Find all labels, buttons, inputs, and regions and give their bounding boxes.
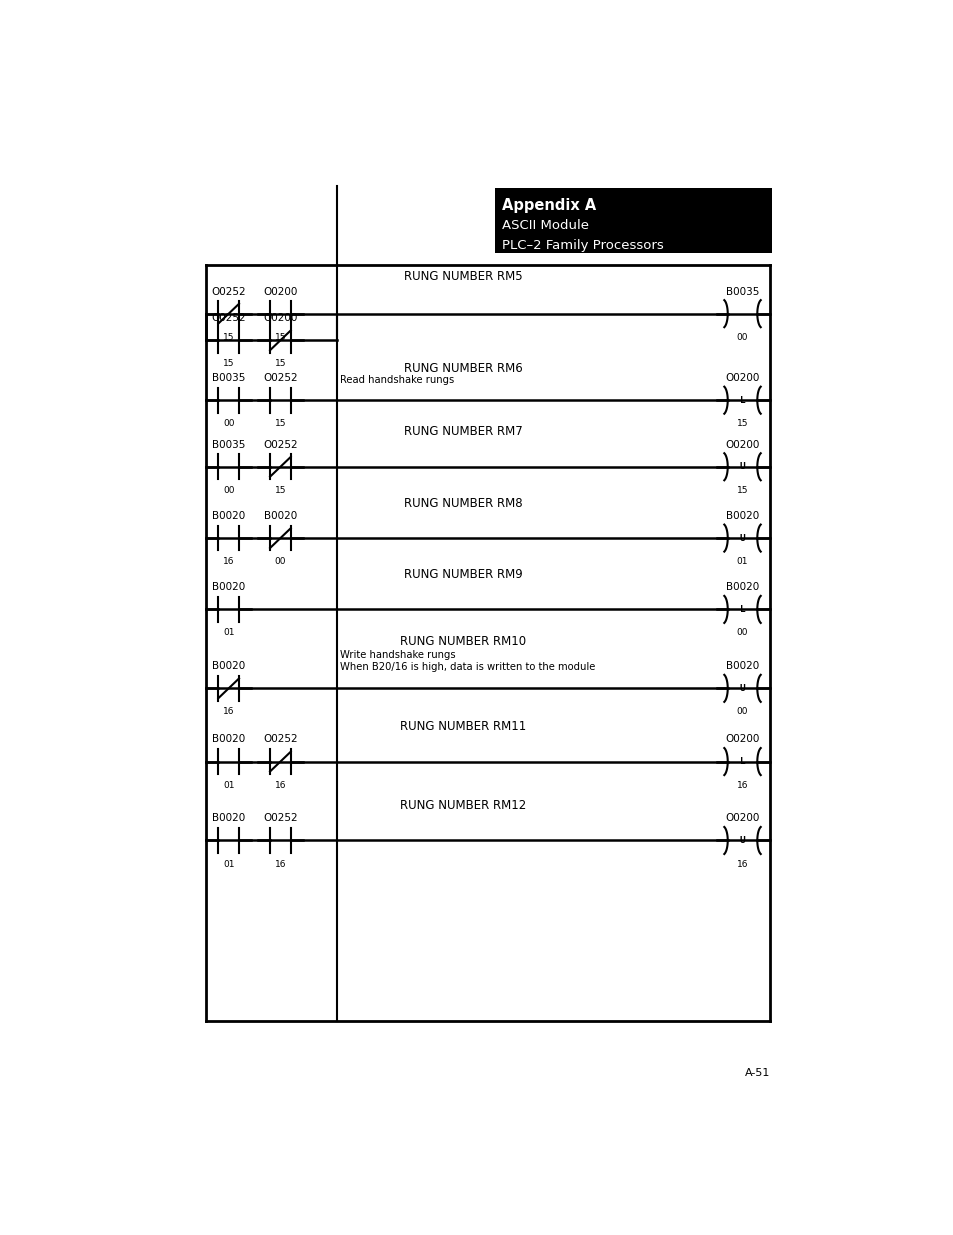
Text: L: L xyxy=(739,757,744,766)
Text: 01: 01 xyxy=(736,557,747,566)
Text: RUNG NUMBER RM5: RUNG NUMBER RM5 xyxy=(403,270,522,283)
Text: B0020: B0020 xyxy=(264,511,296,521)
Text: Read handshake rungs: Read handshake rungs xyxy=(339,375,454,385)
Text: O0252: O0252 xyxy=(263,735,297,745)
Text: B0035: B0035 xyxy=(212,440,245,450)
Text: 00: 00 xyxy=(223,419,234,429)
Text: B0020: B0020 xyxy=(212,511,245,521)
Text: RUNG NUMBER RM11: RUNG NUMBER RM11 xyxy=(399,720,526,734)
Text: 00: 00 xyxy=(736,708,747,716)
Text: 00: 00 xyxy=(223,485,234,495)
Text: B0020: B0020 xyxy=(212,814,245,824)
Text: 01: 01 xyxy=(223,629,234,637)
Text: O0252: O0252 xyxy=(263,814,297,824)
Text: 15: 15 xyxy=(223,359,234,368)
Text: 16: 16 xyxy=(736,781,747,789)
Text: When B20/16 is high, data is written to the module: When B20/16 is high, data is written to … xyxy=(339,662,595,672)
Text: 15: 15 xyxy=(274,485,286,495)
Text: RUNG NUMBER RM6: RUNG NUMBER RM6 xyxy=(403,362,522,374)
Text: 16: 16 xyxy=(274,781,286,789)
Text: B0035: B0035 xyxy=(212,373,245,383)
Text: O0252: O0252 xyxy=(263,373,297,383)
Text: 15: 15 xyxy=(736,419,747,429)
Text: O0252: O0252 xyxy=(212,287,246,296)
Text: L: L xyxy=(739,605,744,614)
Text: RUNG NUMBER RM10: RUNG NUMBER RM10 xyxy=(399,635,525,648)
Text: L: L xyxy=(739,395,744,405)
Bar xyxy=(495,188,771,253)
Text: RUNG NUMBER RM7: RUNG NUMBER RM7 xyxy=(403,425,522,438)
Text: Write handshake rungs: Write handshake rungs xyxy=(339,650,455,659)
Text: O0200: O0200 xyxy=(724,373,759,383)
Text: 15: 15 xyxy=(736,485,747,495)
Text: B0020: B0020 xyxy=(725,511,759,521)
Text: O0200: O0200 xyxy=(263,287,297,296)
Text: 00: 00 xyxy=(736,332,747,342)
Text: O0200: O0200 xyxy=(724,735,759,745)
Text: O0252: O0252 xyxy=(212,314,246,324)
Text: RUNG NUMBER RM9: RUNG NUMBER RM9 xyxy=(403,568,522,580)
Text: 16: 16 xyxy=(223,708,234,716)
Text: B0020: B0020 xyxy=(212,661,245,672)
Text: 00: 00 xyxy=(274,557,286,566)
Text: 01: 01 xyxy=(223,860,234,868)
Text: O0252: O0252 xyxy=(263,440,297,450)
Text: RUNG NUMBER RM12: RUNG NUMBER RM12 xyxy=(399,799,526,811)
Text: A-51: A-51 xyxy=(743,1068,769,1078)
Text: O0200: O0200 xyxy=(724,814,759,824)
Text: 15: 15 xyxy=(274,359,286,368)
Text: O0200: O0200 xyxy=(724,440,759,450)
Text: B0035: B0035 xyxy=(725,287,759,296)
Text: 15: 15 xyxy=(274,419,286,429)
Text: U: U xyxy=(739,462,744,472)
Text: 16: 16 xyxy=(223,557,234,566)
Text: 15: 15 xyxy=(274,332,286,342)
Text: 16: 16 xyxy=(274,860,286,868)
Text: 16: 16 xyxy=(736,860,747,868)
Text: B0020: B0020 xyxy=(212,735,245,745)
Text: B0020: B0020 xyxy=(725,661,759,672)
Text: O0200: O0200 xyxy=(263,314,297,324)
Text: B0020: B0020 xyxy=(212,582,245,593)
Text: 00: 00 xyxy=(736,629,747,637)
Text: PLC–2 Family Processors: PLC–2 Family Processors xyxy=(501,240,663,252)
Text: RUNG NUMBER RM8: RUNG NUMBER RM8 xyxy=(403,496,522,510)
Text: U: U xyxy=(739,534,744,542)
Text: ASCII Module: ASCII Module xyxy=(501,219,589,232)
Text: 01: 01 xyxy=(223,781,234,789)
Text: U: U xyxy=(739,836,744,845)
Text: B0020: B0020 xyxy=(725,582,759,593)
Text: 15: 15 xyxy=(223,332,234,342)
Text: Appendix A: Appendix A xyxy=(501,198,596,212)
Text: U: U xyxy=(739,684,744,693)
